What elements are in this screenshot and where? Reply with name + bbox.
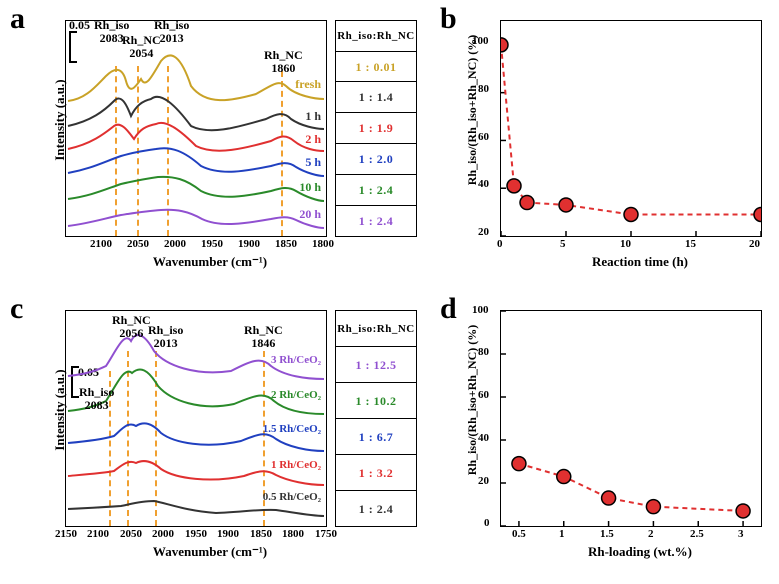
panel-c-plot: 0.05 Rh_iso 2083 — [65, 310, 327, 527]
xt: 2.5 — [690, 528, 704, 540]
panel-c-letter: c — [10, 292, 23, 326]
xt: 1750 — [315, 528, 337, 540]
xt: 1.5 — [600, 528, 614, 540]
xt: 15 — [685, 238, 696, 250]
xt: 1900 — [217, 528, 239, 540]
xt: 1800 — [282, 528, 304, 540]
panel-a-plot: Rh_iso 2083 Rh_NC 2054 Rh_iso 2013 Rh_NC… — [65, 20, 327, 237]
panel-a-spectra — [66, 21, 326, 236]
figure-root: a — [0, 0, 779, 584]
ratio-3: 1 : 2.0 — [336, 143, 416, 175]
panel-b-plot — [500, 20, 762, 237]
xt: 10 — [620, 238, 631, 250]
panel-c-series-05: 0.5 Rh/CeO₂ — [263, 491, 321, 503]
panel-c-xlabel: Wavenumber (cm⁻¹) — [130, 544, 290, 560]
xt: 2000 — [164, 238, 186, 250]
panel-a-xlabel: Wavenumber (cm⁻¹) — [130, 254, 290, 270]
panel-c-ratio-box: Rh_iso:Rh_NC 1 : 12.5 1 : 10.2 1 : 6.7 1… — [335, 310, 417, 527]
panel-d-xlabel: Rh-loading (wt.%) — [560, 544, 720, 560]
ratio-2: 1 : 1.9 — [336, 112, 416, 144]
panel-c-series-2: 2 Rh/CeO₂ — [271, 389, 321, 401]
panel-d-plot — [500, 310, 762, 527]
xt: 2 — [648, 528, 654, 540]
xt: 2150 — [55, 528, 77, 540]
xt: 1950 — [201, 238, 223, 250]
xt: 0.5 — [512, 528, 526, 540]
panel-a-series-1h: 1 h — [305, 109, 321, 124]
ratio-0: 1 : 0.01 — [336, 51, 416, 82]
xt: 1900 — [238, 238, 260, 250]
xt: 1 — [559, 528, 565, 540]
xt: 2100 — [87, 528, 109, 540]
panel-c-series-1: 1 Rh/CeO₂ — [271, 459, 321, 471]
xt: 1800 — [312, 238, 334, 250]
ratio-1: 1 : 1.4 — [336, 81, 416, 113]
panel-b-letter: b — [440, 2, 457, 36]
panel-c-ylabel: Intensity (a.u.) — [52, 350, 68, 470]
panel-a: a — [10, 5, 430, 285]
xt: 0 — [497, 238, 503, 250]
panel-d: d 0 20 40 60 80 100 0.5 1 1.5 2 2.5 3 Rh… — [440, 295, 770, 575]
xt: 3 — [738, 528, 744, 540]
panel-d-ylabel: Rh_iso/(Rh_iso+Rh_NC) (%) — [465, 300, 480, 500]
xt: 1850 — [275, 238, 297, 250]
xt: 2050 — [120, 528, 142, 540]
yt: 0 — [484, 517, 490, 529]
panel-d-svg — [501, 311, 761, 526]
panel-a-ratio-box: Rh_iso:Rh_NC 1 : 0.01 1 : 1.4 1 : 1.9 1 … — [335, 20, 417, 237]
xt: 1850 — [250, 528, 272, 540]
ratio-3: 1 : 3.2 — [336, 454, 416, 491]
ratio-4: 1 : 2.4 — [336, 174, 416, 206]
ratio-2: 1 : 6.7 — [336, 418, 416, 455]
panel-a-series-2h: 2 h — [305, 132, 321, 147]
panel-b-xlabel: Reaction time (h) — [560, 254, 720, 270]
ratio-5: 1 : 2.4 — [336, 205, 416, 237]
ratio-0: 1 : 12.5 — [336, 346, 416, 383]
panel-b: b 20 40 60 80 100 0 5 10 15 20 Reaction … — [440, 5, 770, 285]
panel-a-series-10h: 10 h — [299, 180, 321, 195]
panel-a-series-5h: 5 h — [305, 155, 321, 170]
xt: 1950 — [185, 528, 207, 540]
panel-c: c 0.05 Rh_iso — [10, 295, 430, 575]
panel-c-series-3: 3 Rh/CeO₂ — [271, 354, 321, 366]
xt: 2050 — [127, 238, 149, 250]
panel-a-letter: a — [10, 2, 25, 36]
panel-c-series-15: 1.5 Rh/CeO₂ — [263, 423, 321, 435]
ratio-header: Rh_iso:Rh_NC — [336, 311, 416, 346]
panel-a-ylabel: Intensity (a.u.) — [52, 60, 68, 180]
panel-a-series-fresh: fresh — [295, 77, 321, 92]
yt: 20 — [478, 226, 489, 238]
xt: 20 — [749, 238, 760, 250]
ratio-4: 1 : 2.4 — [336, 490, 416, 527]
panel-b-ylabel: Rh_iso/(Rh_iso+Rh_NC) (%) — [465, 10, 480, 210]
xt: 2000 — [152, 528, 174, 540]
xt: 5 — [560, 238, 566, 250]
panel-a-series-20h: 20 h — [299, 207, 321, 222]
xt: 2100 — [90, 238, 112, 250]
panel-b-svg — [501, 21, 761, 236]
ratio-header: Rh_iso:Rh_NC — [336, 21, 416, 51]
panel-d-letter: d — [440, 292, 457, 326]
ratio-1: 1 : 10.2 — [336, 382, 416, 419]
